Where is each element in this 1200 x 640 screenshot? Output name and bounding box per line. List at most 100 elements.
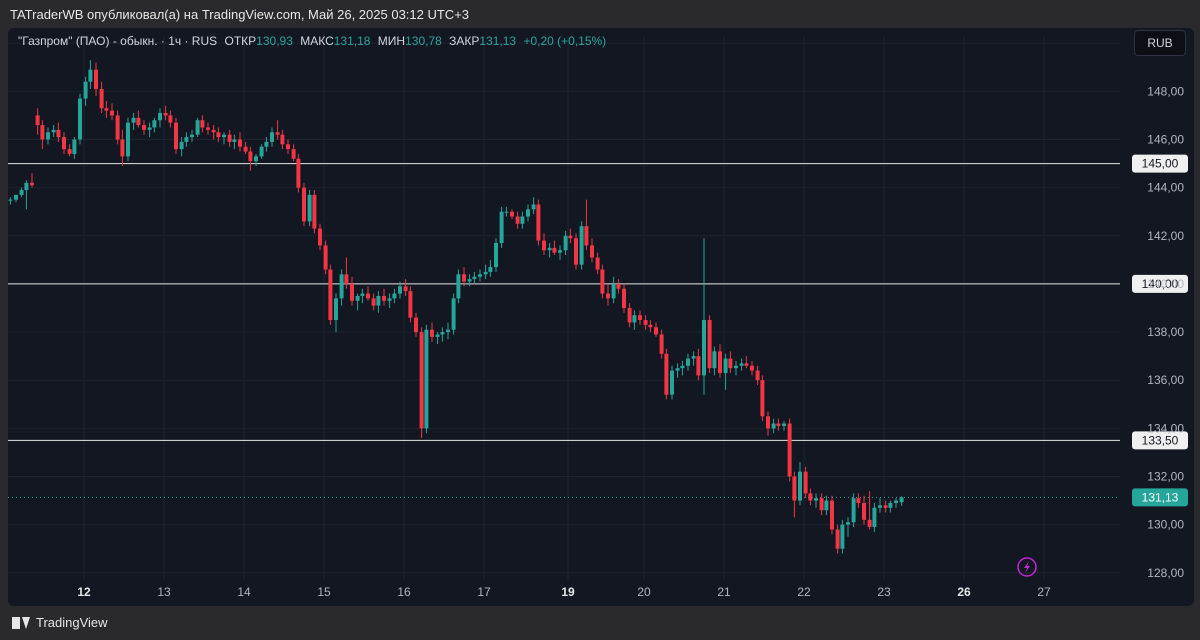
tradingview-brand[interactable]: TradingView	[12, 615, 108, 630]
candle-body	[696, 356, 701, 376]
candle	[200, 115, 205, 133]
candle-body	[744, 363, 749, 366]
candle-body	[552, 247, 557, 253]
candle-body	[35, 115, 40, 126]
close-value: 131,13	[479, 34, 517, 48]
candle	[40, 120, 45, 150]
candle-body	[104, 108, 109, 111]
y-tick-label: 130,00	[1147, 518, 1184, 532]
candle-body	[382, 295, 386, 301]
candle-body	[14, 194, 18, 200]
candle-body	[686, 358, 690, 366]
candle	[259, 144, 264, 159]
candle	[312, 190, 317, 234]
candle-body	[142, 125, 146, 130]
candle-body	[280, 134, 285, 145]
candle	[94, 62, 98, 97]
candle-body	[526, 209, 530, 217]
candle	[862, 495, 866, 525]
candle	[734, 360, 738, 376]
candle	[195, 117, 200, 138]
candle	[323, 240, 328, 275]
candle	[302, 182, 306, 227]
candle	[478, 269, 482, 282]
candle-body	[222, 134, 226, 138]
candle	[606, 283, 610, 306]
candle-body	[894, 500, 898, 503]
candle	[30, 173, 34, 188]
chart-panel[interactable]: 145,00 140,00 133,50 131,13 12 13 14 15 16 17 19 2…	[8, 28, 1194, 606]
candle	[35, 108, 40, 135]
candle-body	[766, 416, 770, 429]
level-label-box	[1132, 154, 1188, 173]
candle	[350, 276, 354, 306]
candle	[718, 344, 722, 378]
candle	[179, 137, 184, 157]
candlestick-chart[interactable]: 145,00 140,00 133,50 131,13 12 13 14 15 16 17 19 2…	[8, 28, 1194, 606]
candle-body	[206, 127, 210, 130]
candle-body	[499, 211, 504, 244]
candle-body	[414, 317, 418, 333]
candle-body	[51, 129, 56, 133]
candle-body	[627, 308, 632, 323]
candle	[110, 103, 114, 121]
candle-body	[371, 298, 376, 306]
candle	[819, 493, 824, 516]
candle-body	[664, 353, 669, 395]
currency-button[interactable]: RUB	[1134, 30, 1186, 56]
candle-body	[734, 365, 738, 369]
lightning-icon[interactable]	[1017, 557, 1037, 577]
candle-body	[307, 194, 312, 222]
candle	[254, 153, 258, 166]
candle-body	[702, 320, 706, 376]
candle	[72, 137, 77, 159]
candle-body	[376, 295, 381, 306]
candle-body	[723, 358, 728, 373]
candle	[627, 303, 632, 328]
candle	[654, 322, 658, 337]
x-tick-label: 12	[77, 585, 91, 599]
high-value: 131,18	[333, 34, 371, 48]
y-tick-label: 144,00	[1147, 181, 1184, 195]
candle-body	[878, 505, 882, 508]
candle-body	[792, 476, 797, 501]
candle-body	[798, 471, 802, 501]
candle-body	[643, 320, 648, 325]
candle-body	[568, 235, 573, 239]
candle	[430, 322, 434, 342]
candle-body	[531, 204, 536, 210]
candle	[888, 500, 893, 513]
candle	[142, 120, 146, 135]
publish-header: TATraderWB опубликовал(а) на TradingView…	[0, 0, 1200, 28]
candle-body	[350, 283, 354, 301]
candle-body	[440, 332, 445, 335]
candle	[67, 144, 72, 157]
last-price-box	[1132, 488, 1188, 507]
candle-body	[8, 199, 13, 201]
candle	[46, 127, 50, 145]
candle-body	[110, 110, 114, 116]
candle-body	[872, 507, 877, 528]
candle	[115, 110, 120, 145]
candle-body	[883, 505, 888, 508]
candle-body	[760, 380, 765, 417]
candle-body	[712, 351, 717, 369]
change-value: +0,20 (+0,15%)	[523, 34, 607, 48]
candle-body	[243, 146, 248, 152]
candle-body	[296, 158, 301, 188]
candle	[755, 365, 760, 386]
candle	[334, 293, 338, 333]
candle	[872, 502, 877, 532]
candle	[696, 348, 701, 381]
candle-body	[334, 298, 338, 321]
candle	[760, 375, 765, 422]
candle	[744, 356, 749, 369]
candle	[227, 129, 232, 147]
candle	[499, 206, 504, 248]
candle-body	[408, 291, 413, 318]
candle-body	[467, 279, 472, 282]
candle	[344, 257, 349, 289]
candle	[14, 194, 18, 203]
candle	[56, 122, 61, 142]
candle	[526, 204, 530, 222]
